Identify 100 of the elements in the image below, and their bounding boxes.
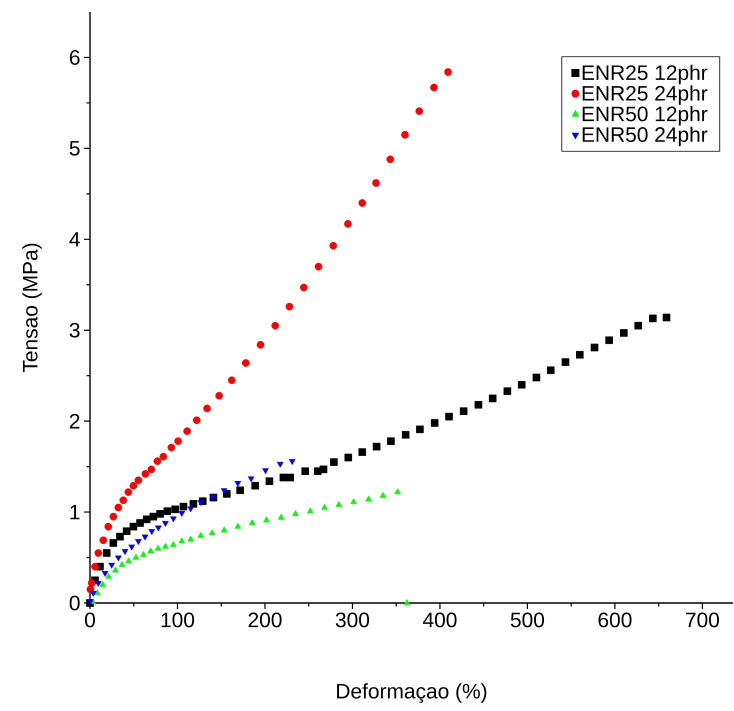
point [197, 532, 204, 538]
point [110, 512, 118, 520]
point [358, 448, 366, 456]
point [122, 549, 128, 555]
x-axis-title: Deformaçao (%) [337, 683, 486, 703]
point [576, 350, 584, 359]
y-axis-title: Tensao (MPa) [22, 244, 42, 372]
x-tick-label: 100 [162, 612, 194, 628]
point [488, 394, 496, 402]
point [155, 526, 162, 532]
point [150, 512, 158, 520]
point [430, 419, 438, 427]
point [154, 544, 162, 550]
point [402, 430, 410, 439]
point [100, 536, 108, 544]
x-tick-label: 200 [248, 612, 282, 628]
point [220, 526, 228, 532]
point [174, 437, 182, 445]
point [242, 359, 250, 367]
point [124, 488, 132, 496]
point [620, 329, 628, 337]
point [90, 591, 97, 597]
point [236, 486, 244, 494]
point [350, 498, 357, 504]
point [112, 566, 119, 572]
point [248, 519, 256, 525]
point [504, 387, 512, 395]
x-tick-label: 700 [686, 612, 720, 628]
point [278, 514, 284, 520]
point [445, 412, 453, 420]
point [171, 506, 179, 514]
point [372, 442, 380, 450]
point [518, 380, 526, 389]
point [649, 314, 657, 322]
point [122, 527, 130, 535]
point [215, 392, 223, 400]
point [562, 358, 570, 366]
point [105, 572, 112, 579]
point [344, 220, 352, 228]
point [178, 510, 186, 517]
point [271, 322, 280, 330]
point [546, 366, 555, 374]
point [394, 488, 401, 494]
point [116, 532, 124, 540]
point [358, 199, 366, 207]
point [662, 314, 670, 322]
point [91, 562, 99, 570]
point [314, 262, 322, 270]
point [162, 542, 169, 549]
point [605, 336, 613, 344]
point [118, 561, 126, 567]
point [444, 68, 452, 76]
point [183, 427, 191, 435]
point [162, 520, 169, 527]
point [190, 500, 198, 508]
point [180, 502, 188, 510]
point [532, 374, 540, 382]
x-tick-label: 0 [84, 612, 95, 628]
legend-label: ENR25 12phr [582, 64, 708, 84]
point [372, 179, 380, 187]
point [329, 242, 338, 250]
point [130, 522, 138, 530]
point [387, 437, 395, 445]
x-tick-label: 500 [510, 612, 544, 628]
point [234, 522, 242, 529]
point [197, 500, 204, 506]
point [154, 457, 162, 465]
point [286, 474, 294, 482]
point [115, 556, 122, 562]
point [88, 579, 96, 587]
point [416, 426, 424, 434]
y-tick-label: 2 [70, 414, 80, 428]
point [135, 539, 142, 545]
point [228, 376, 236, 384]
point [102, 570, 108, 577]
point [404, 599, 410, 605]
y-tick-label: 6 [70, 50, 80, 65]
point [330, 458, 338, 466]
point [590, 344, 598, 352]
point [301, 467, 310, 475]
point [110, 539, 118, 547]
point [430, 84, 438, 92]
point [170, 541, 177, 547]
point [320, 466, 328, 474]
legend-label: ENR50 24phr [582, 126, 708, 146]
point [130, 482, 138, 490]
point [132, 554, 140, 560]
point [251, 482, 259, 490]
point [288, 459, 296, 465]
point [125, 557, 132, 564]
point [286, 302, 294, 310]
point [365, 496, 372, 502]
point [280, 474, 288, 482]
point [148, 466, 156, 474]
x-tick-label: 400 [422, 612, 457, 628]
point [460, 407, 468, 415]
point [321, 504, 328, 510]
point [142, 516, 150, 524]
y-tick-label: 1 [70, 504, 80, 520]
point [344, 454, 352, 462]
